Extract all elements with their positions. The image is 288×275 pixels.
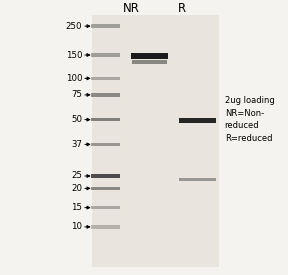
Text: 20: 20 [71, 184, 82, 193]
Text: R: R [177, 2, 185, 15]
Bar [131, 53, 168, 59]
Bar [91, 77, 120, 80]
Bar [91, 225, 120, 229]
Text: 25: 25 [71, 172, 82, 180]
Bar [91, 187, 120, 190]
Text: 10: 10 [71, 222, 82, 231]
Text: 15: 15 [71, 203, 82, 212]
Bar [132, 60, 167, 64]
Bar [91, 206, 120, 209]
Bar [179, 118, 216, 123]
Text: NR: NR [123, 2, 139, 15]
Text: 150: 150 [66, 51, 82, 59]
Bar [91, 174, 120, 178]
Text: 2ug loading
NR=Non-
reduced
R=reduced: 2ug loading NR=Non- reduced R=reduced [225, 96, 274, 143]
Text: 100: 100 [66, 74, 82, 83]
Text: 250: 250 [66, 22, 82, 31]
Text: 75: 75 [71, 90, 82, 99]
Bar [91, 53, 120, 57]
Text: 37: 37 [71, 140, 82, 149]
Text: 50: 50 [71, 115, 82, 124]
Bar [91, 118, 120, 121]
Bar [179, 178, 216, 181]
Bar [95, 18, 216, 264]
Bar [91, 93, 120, 97]
Bar [92, 15, 219, 267]
Bar [91, 24, 120, 28]
Bar [91, 143, 120, 146]
